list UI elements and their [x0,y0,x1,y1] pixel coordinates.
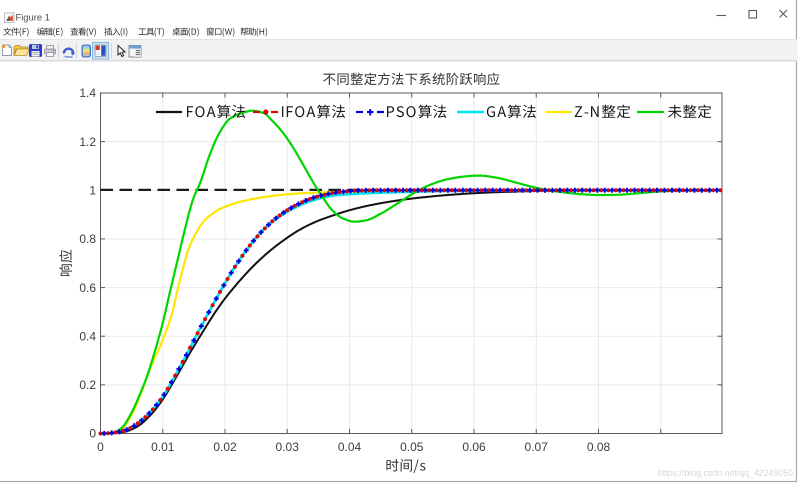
svg-text:Figure 1: Figure 1 [16,12,50,23]
svg-text:0.06: 0.06 [462,440,486,454]
svg-text:0.08: 0.08 [587,440,611,454]
svg-text:1.4: 1.4 [79,86,96,100]
svg-text:0.05: 0.05 [400,440,424,454]
svg-text:0: 0 [89,427,96,441]
svg-text:0.6: 0.6 [79,281,96,295]
svg-text:0.04: 0.04 [338,440,362,454]
svg-text:0.03: 0.03 [276,440,300,454]
svg-text:1: 1 [89,184,96,198]
svg-text:https://blog.csdn.net/qq_42249: https://blog.csdn.net/qq_42249050 [658,468,793,478]
svg-text:0.07: 0.07 [525,440,549,454]
svg-text:1.2: 1.2 [79,135,96,149]
svg-text:0.8: 0.8 [79,232,96,246]
svg-text:0.01: 0.01 [151,440,175,454]
svg-text:0: 0 [97,440,104,454]
svg-text:0.2: 0.2 [79,378,96,392]
svg-text:0.02: 0.02 [213,440,237,454]
svg-text:0.4: 0.4 [79,329,96,343]
